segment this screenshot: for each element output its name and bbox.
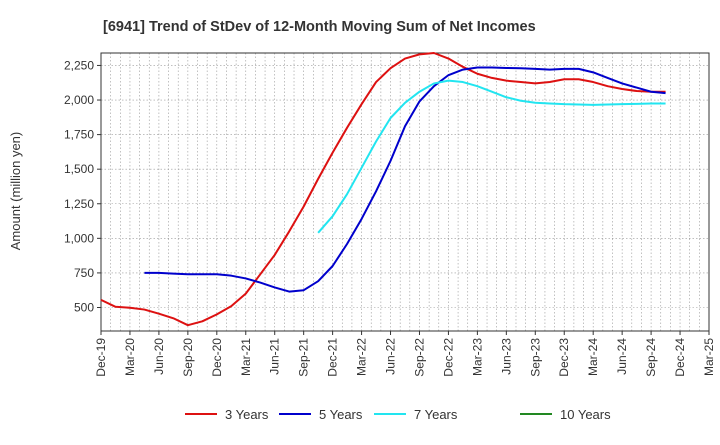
x-tick-label: Dec-21 bbox=[326, 338, 340, 377]
y-tick-label: 1,000 bbox=[64, 231, 94, 245]
x-tick-label: Sep-20 bbox=[181, 338, 195, 377]
x-tick-label: Jun-21 bbox=[268, 338, 282, 375]
y-tick-label: 500 bbox=[74, 300, 94, 314]
x-tick-label: Jun-24 bbox=[615, 338, 629, 375]
series-layer bbox=[100, 52, 666, 327]
legend-label: 10 Years bbox=[560, 407, 611, 422]
x-tick-label: Mar-20 bbox=[123, 338, 137, 376]
y-axis-label: Amount (million yen) bbox=[8, 132, 23, 251]
x-tick-label: Dec-20 bbox=[210, 338, 224, 377]
x-tick-label: Dec-19 bbox=[94, 338, 108, 377]
x-tick-label: Mar-25 bbox=[702, 338, 716, 376]
plot-border bbox=[100, 52, 710, 332]
x-tick-label: Sep-21 bbox=[297, 338, 311, 377]
axis-layer: 500 750 1,000 1,250 1,500 1,750 2,000 2,250 Dec-… bbox=[64, 52, 716, 377]
x-tick-label: Mar-23 bbox=[470, 338, 484, 376]
y-tick-label: 1,250 bbox=[64, 197, 94, 211]
y-tick-label: 1,750 bbox=[64, 128, 94, 142]
series-line-3-years bbox=[100, 52, 666, 327]
series-line-5-years bbox=[144, 66, 666, 293]
legend-label: 7 Years bbox=[414, 407, 458, 422]
x-tick-label: Mar-24 bbox=[586, 338, 600, 376]
x-tick-label: Mar-21 bbox=[239, 338, 253, 376]
legend-label: 3 Years bbox=[225, 407, 269, 422]
grid-layer bbox=[100, 53, 710, 331]
x-tick-label: Dec-23 bbox=[557, 338, 571, 377]
chart-title: [6941] Trend of StDev of 12-Month Moving… bbox=[103, 19, 536, 35]
x-tick-label: Jun-20 bbox=[152, 338, 166, 375]
y-tick-label: 2,250 bbox=[64, 58, 94, 72]
x-tick-label: Dec-24 bbox=[673, 338, 687, 377]
legend: 3 Years 5 Years 7 Years 10 Years bbox=[185, 407, 611, 422]
x-tick-label: Sep-24 bbox=[644, 338, 658, 377]
series-line-7-years bbox=[317, 79, 666, 234]
x-tick-label: Dec-22 bbox=[441, 338, 455, 377]
x-tick-label: Sep-23 bbox=[528, 338, 542, 377]
y-tick-label: 1,500 bbox=[64, 162, 94, 176]
y-tick-label: 750 bbox=[74, 266, 94, 280]
x-tick-label: Mar-22 bbox=[355, 338, 369, 376]
legend-label: 5 Years bbox=[319, 407, 363, 422]
x-tick-label: Sep-22 bbox=[412, 338, 426, 377]
x-tick-label: Jun-22 bbox=[384, 338, 398, 375]
y-tick-label: 2,000 bbox=[64, 93, 94, 107]
x-tick-label: Jun-23 bbox=[499, 338, 513, 375]
